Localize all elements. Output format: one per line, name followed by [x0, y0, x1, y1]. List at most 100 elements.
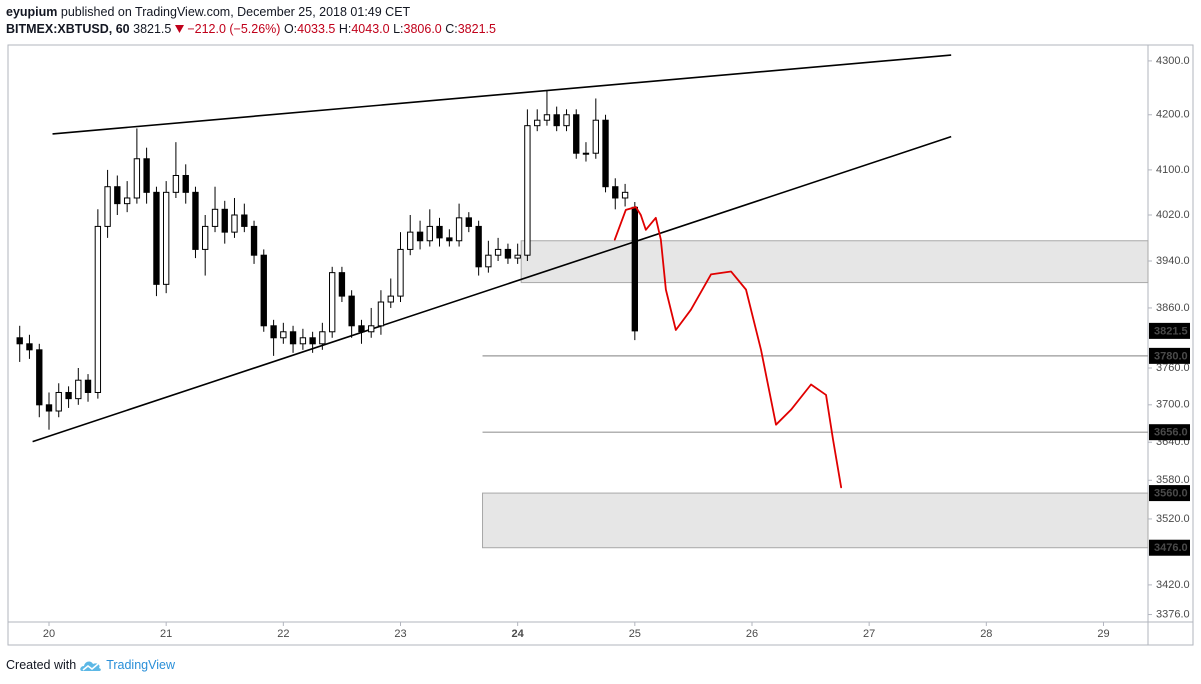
candle-body [338, 272, 346, 297]
candle-body [45, 404, 53, 412]
candle-body [416, 231, 424, 242]
zone [520, 240, 1149, 284]
level-label-bg [1149, 347, 1190, 364]
candle-body [358, 325, 365, 333]
candle-body [182, 174, 189, 193]
trend-line [52, 54, 952, 135]
candle-body [534, 119, 541, 127]
logo [80, 661, 102, 671]
x-tick-label: 29 [1097, 628, 1109, 640]
candle-body [202, 225, 209, 250]
candle-body [280, 331, 287, 339]
o-label: O: [283, 22, 298, 36]
axes: 4300.0 4200.0 4100.0 4020.0 3940.0 3860.0 3760… [43, 55, 1190, 640]
candle-body [260, 254, 267, 327]
x-tick-label: 28 [980, 628, 992, 640]
candle-body [397, 248, 404, 297]
published: published on TradingView.com, December 2… [60, 5, 411, 19]
candle-body [114, 186, 121, 205]
candle-body [524, 125, 531, 256]
candle-body [475, 225, 482, 268]
candle-body [553, 114, 560, 127]
frame [7, 44, 1194, 646]
low: 3806.0 [403, 22, 442, 36]
candle-body [289, 331, 297, 345]
candle-body [84, 379, 92, 393]
footer-text: Created with [6, 658, 77, 672]
y-tick-label: 4200.0 [1156, 109, 1190, 121]
candle-body [446, 237, 453, 242]
candle-body [104, 186, 111, 227]
candle-body [241, 214, 248, 227]
symbol: BITMEX:XBTUSD, 60 [6, 22, 130, 36]
candle-body [270, 325, 277, 339]
candle-body [465, 217, 472, 227]
high: 4043.0 [351, 22, 390, 36]
header-line-1: eyupium published on TradingView.com, De… [6, 4, 496, 21]
candle-body [573, 114, 580, 154]
candle-body [563, 114, 570, 127]
brand[interactable]: TradingView [106, 658, 175, 672]
y-tick-label: 4020.0 [1156, 209, 1190, 221]
candle-body [582, 152, 590, 155]
candle-body [407, 231, 414, 250]
x-tick-label: 23 [394, 628, 406, 640]
y-tick-label: 3376.0 [1156, 608, 1190, 620]
candle-body [123, 197, 131, 205]
forecast-line [613, 206, 843, 489]
candle-body [65, 391, 72, 400]
change: −212.0 (−5.26%) [187, 22, 281, 36]
candle-body [368, 325, 375, 333]
candle-body [250, 225, 258, 256]
footer: Created with TradingView [6, 658, 175, 672]
y-tick-label: 3940.0 [1156, 255, 1190, 267]
y-tick-label: 3520.0 [1156, 513, 1190, 525]
candle-body [387, 295, 394, 303]
plot [16, 54, 1149, 549]
zone-label: 3560.0 [1154, 487, 1188, 499]
candle-body [329, 272, 336, 333]
candle-body [16, 337, 23, 345]
candle-body [592, 119, 599, 154]
candle-body [133, 158, 141, 199]
y-tick-label: 4100.0 [1156, 164, 1190, 176]
price-label: 3821.5 [1154, 325, 1188, 337]
header: eyupium published on TradingView.com, De… [6, 4, 496, 38]
candle-body [55, 391, 62, 412]
candle-body [494, 248, 502, 256]
y-tick-label: 4300.0 [1156, 55, 1190, 67]
candle-body [192, 191, 199, 250]
candle-body [153, 191, 160, 285]
candle-body [504, 248, 512, 259]
candle-body [94, 225, 102, 393]
down-arrow [174, 25, 184, 33]
x-tick-label: 25 [629, 628, 641, 640]
zone-label: 3476.0 [1154, 542, 1188, 554]
y-tick-label: 3760.0 [1156, 362, 1190, 374]
candle-body [485, 254, 492, 268]
price-label-bg [1149, 322, 1190, 339]
candle-body [377, 301, 385, 327]
zone [482, 492, 1149, 549]
candle-body [26, 343, 33, 351]
close: 3821.5 [457, 22, 496, 36]
level-label: 3780.0 [1154, 350, 1188, 362]
candle-body [543, 114, 551, 121]
candle-body [231, 214, 238, 233]
candle-body [172, 174, 180, 193]
l-label: L: [393, 22, 404, 36]
author[interactable]: eyupium [6, 5, 58, 19]
candle-body [612, 186, 619, 199]
candle-body [211, 208, 219, 227]
candle-body [621, 191, 629, 199]
candle-body [426, 225, 433, 242]
open: 4033.5 [297, 22, 336, 36]
y-tick-label: 3580.0 [1156, 474, 1190, 486]
candle-body [309, 337, 316, 345]
y-tick-label: 3860.0 [1156, 302, 1190, 314]
candle-body [455, 217, 463, 242]
x-tick-label: 20 [43, 628, 55, 640]
y-tick-label: 3420.0 [1156, 579, 1190, 591]
x-tick-label: 26 [746, 628, 758, 640]
